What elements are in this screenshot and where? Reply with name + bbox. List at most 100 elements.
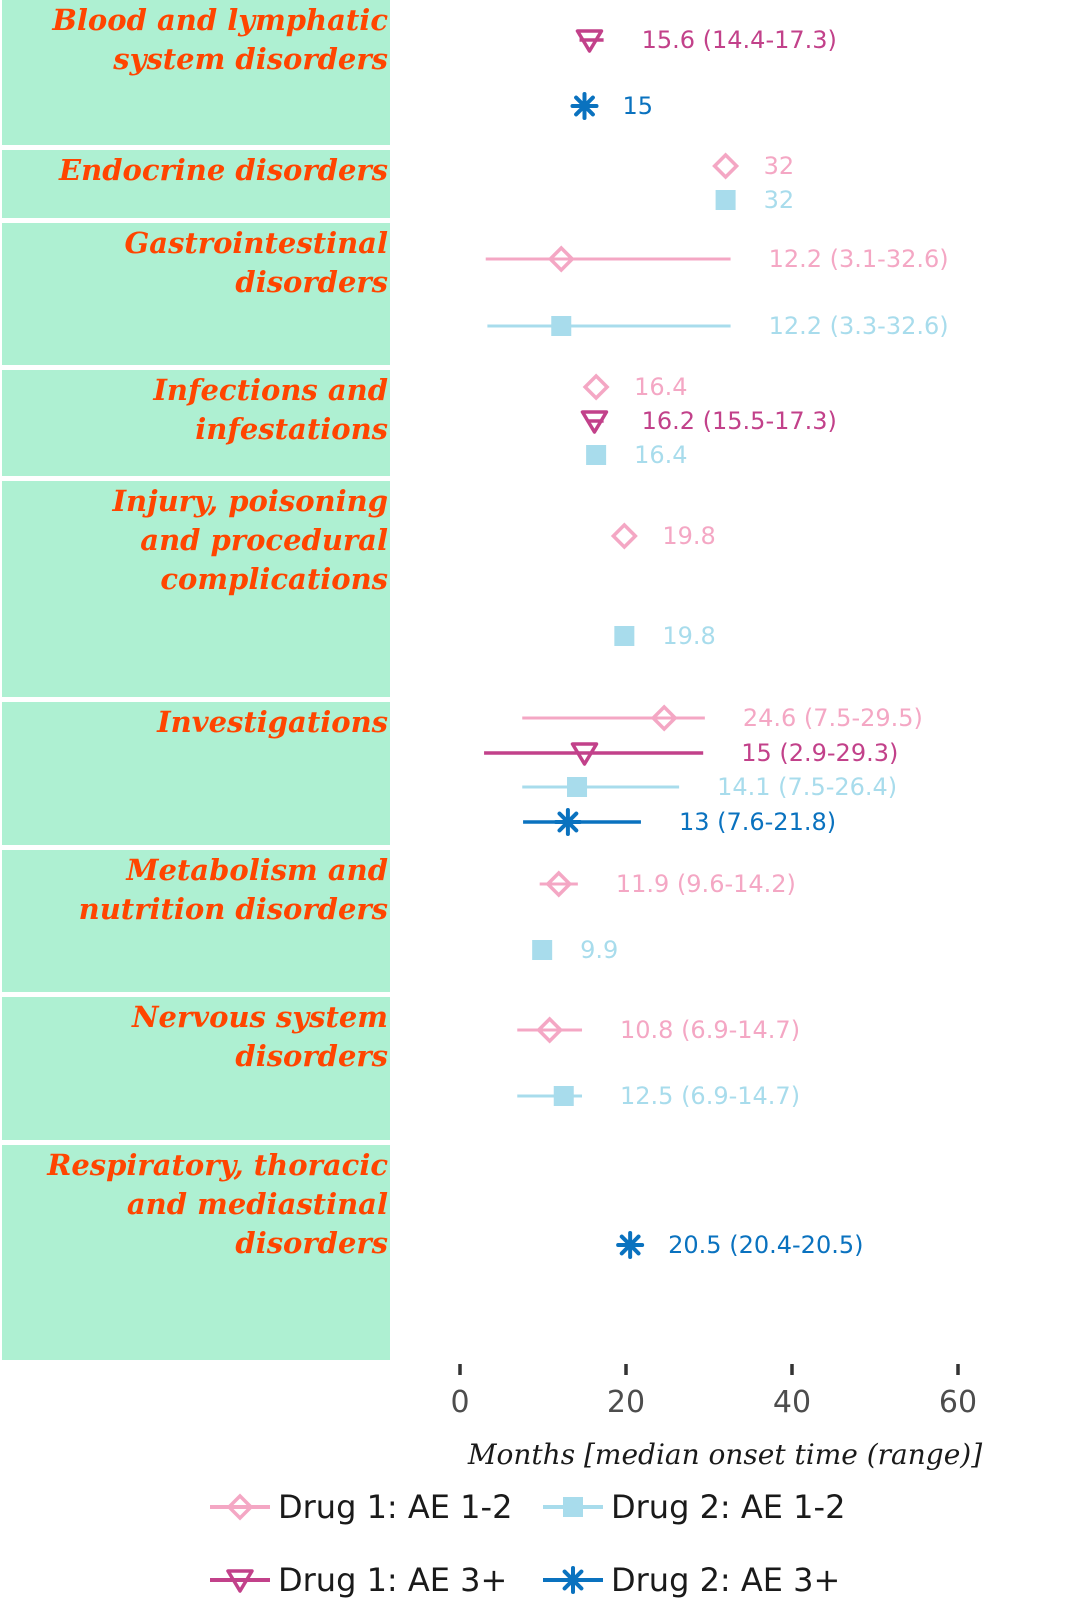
strip-background bbox=[2, 370, 390, 476]
data-point: 32 bbox=[712, 152, 795, 180]
asterisk-marker bbox=[616, 1231, 645, 1259]
x-tick-label: 0 bbox=[450, 1385, 469, 1420]
strip-background bbox=[2, 850, 390, 992]
strip-background bbox=[2, 150, 390, 218]
data-point: 16.4 bbox=[586, 441, 688, 469]
legend-item: Drug 1: AE 1-2 bbox=[210, 1488, 512, 1526]
square-marker bbox=[551, 316, 572, 336]
diamond-marker bbox=[545, 870, 573, 898]
x-tick-label: 40 bbox=[773, 1385, 811, 1420]
data-point: 32 bbox=[715, 186, 794, 214]
diamond-marker bbox=[610, 522, 638, 550]
value-label: 24.6 (7.5-29.5) bbox=[743, 704, 923, 732]
strip-label: Respiratory, thoracic bbox=[46, 1148, 388, 1182]
strip-label: system disorders bbox=[112, 42, 388, 76]
square-marker bbox=[715, 190, 736, 210]
strip-label: disorders bbox=[235, 1226, 388, 1260]
value-label: 15 (2.9-29.3) bbox=[741, 739, 898, 767]
strip-label: Investigations bbox=[156, 705, 388, 739]
strip-background bbox=[2, 997, 390, 1140]
legend-label: Drug 2: AE 3+ bbox=[611, 1561, 840, 1599]
triangle-marker bbox=[575, 29, 604, 53]
plot-marks: 15.6 (14.4-17.3) 15 32 32 12.2 (3.1-32.6) 12.… bbox=[484, 26, 949, 1259]
strip-label: Gastrointestinal bbox=[125, 226, 388, 260]
value-label: 16.2 (15.5-17.3) bbox=[642, 407, 837, 435]
square-marker bbox=[567, 777, 588, 797]
data-point: 14.1 (7.5-26.4) bbox=[522, 773, 897, 801]
value-label: 12.2 (3.3-32.6) bbox=[769, 312, 949, 340]
strip-background bbox=[2, 702, 390, 845]
asterisk-marker bbox=[570, 92, 599, 120]
triangle-marker bbox=[226, 1569, 254, 1593]
triangle-marker bbox=[570, 742, 599, 766]
strip-label: and mediastinal bbox=[127, 1187, 388, 1221]
data-point: 10.8 (6.9-14.7) bbox=[517, 1016, 800, 1044]
value-label: 16.4 bbox=[634, 441, 687, 469]
data-point: 20.5 (20.4-20.5) bbox=[616, 1231, 863, 1259]
data-point: 12.5 (6.9-14.7) bbox=[517, 1082, 800, 1110]
legend-item: Drug 1: AE 3+ bbox=[210, 1561, 507, 1599]
x-tick-label: 20 bbox=[607, 1385, 645, 1420]
data-point: 19.8 bbox=[614, 622, 716, 650]
strip-label: and procedural bbox=[140, 523, 388, 557]
value-label: 10.8 (6.9-14.7) bbox=[620, 1016, 800, 1044]
strip-background bbox=[2, 481, 390, 697]
strip-label: Nervous system bbox=[131, 1000, 388, 1034]
asterisk-marker bbox=[553, 808, 582, 836]
data-point: 16.4 bbox=[582, 373, 688, 401]
square-marker bbox=[586, 445, 607, 465]
strip-label: Endocrine disorders bbox=[58, 153, 388, 187]
value-label: 15 bbox=[623, 92, 654, 120]
legend-label: Drug 1: AE 1-2 bbox=[278, 1488, 512, 1526]
triangle-marker bbox=[580, 410, 609, 434]
data-point: 12.2 (3.3-32.6) bbox=[487, 312, 949, 340]
strip-background bbox=[2, 223, 390, 365]
value-label: 20.5 (20.4-20.5) bbox=[668, 1231, 863, 1259]
strip-label: complications bbox=[160, 562, 388, 596]
data-point: 9.9 bbox=[532, 936, 618, 964]
square-marker bbox=[532, 940, 553, 960]
value-label: 16.4 bbox=[634, 373, 687, 401]
x-axis-title: Months [median onset time (range)] bbox=[467, 1438, 982, 1471]
data-point: 11.9 (9.6-14.2) bbox=[539, 870, 796, 898]
strip-background bbox=[2, 0, 390, 145]
value-label: 9.9 bbox=[580, 936, 618, 964]
strip-label: disorders bbox=[235, 1039, 388, 1073]
value-label: 11.9 (9.6-14.2) bbox=[616, 870, 796, 898]
strip-label: disorders bbox=[235, 265, 388, 299]
strip-label: Injury, poisoning bbox=[111, 484, 388, 518]
value-label: 12.2 (3.1-32.6) bbox=[769, 245, 949, 273]
value-label: 12.5 (6.9-14.7) bbox=[620, 1082, 800, 1110]
value-label: 14.1 (7.5-26.4) bbox=[717, 773, 897, 801]
value-label: 15.6 (14.4-17.3) bbox=[642, 26, 837, 54]
data-point: 19.8 bbox=[610, 522, 716, 550]
asterisk-marker bbox=[559, 1566, 587, 1594]
diamond-marker bbox=[226, 1493, 254, 1521]
value-label: 13 (7.6-21.8) bbox=[679, 808, 836, 836]
data-point: 15 (2.9-29.3) bbox=[484, 739, 898, 767]
x-axis: 0 20 40 60 bbox=[450, 1364, 977, 1420]
diamond-marker bbox=[536, 1016, 564, 1044]
strip-label: nutrition disorders bbox=[79, 892, 388, 926]
data-point: 16.2 (15.5-17.3) bbox=[580, 407, 837, 435]
legend-label: Drug 2: AE 1-2 bbox=[611, 1488, 845, 1526]
data-point: 12.2 (3.1-32.6) bbox=[485, 245, 949, 273]
legend-item: Drug 2: AE 3+ bbox=[543, 1561, 840, 1599]
diamond-marker bbox=[547, 245, 575, 273]
strip-label: Infections and bbox=[152, 373, 388, 407]
data-point: 24.6 (7.5-29.5) bbox=[522, 704, 923, 732]
strip-label: Blood and lymphatic bbox=[51, 3, 388, 37]
x-tick-label: 60 bbox=[939, 1385, 977, 1420]
strip-label: Metabolism and bbox=[125, 853, 388, 887]
data-point: 15.6 (14.4-17.3) bbox=[575, 26, 837, 54]
legend-label: Drug 1: AE 3+ bbox=[278, 1561, 507, 1599]
square-marker bbox=[563, 1497, 583, 1517]
legend-item: Drug 2: AE 1-2 bbox=[543, 1488, 845, 1526]
data-point: 15 bbox=[570, 92, 654, 120]
value-label: 32 bbox=[764, 152, 795, 180]
strip-panels: Blood and lymphatic system disorders Endoc… bbox=[2, 0, 390, 1360]
strip-label: infestations bbox=[195, 412, 388, 446]
diamond-marker bbox=[582, 373, 610, 401]
value-label: 19.8 bbox=[662, 522, 715, 550]
